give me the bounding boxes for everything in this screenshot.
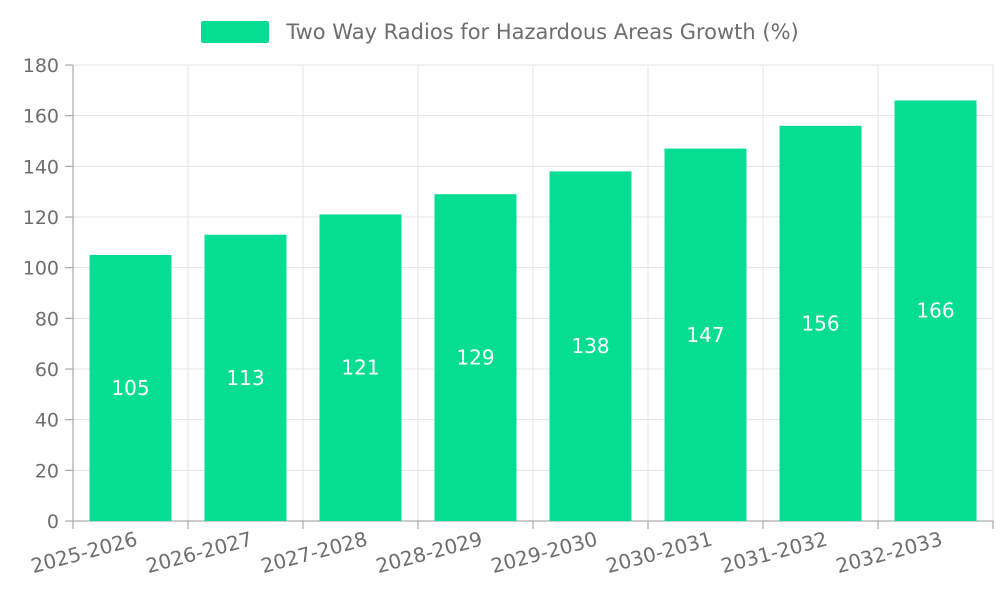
bar: [549, 171, 632, 521]
bar-value-label: 129: [456, 346, 494, 370]
legend-item[interactable]: Two Way Radios for Hazardous Areas Growt…: [201, 20, 799, 44]
bar: [894, 100, 977, 521]
x-tick-label: 2027-2028: [258, 527, 370, 578]
bar-value-label: 121: [341, 356, 379, 380]
bar: [89, 255, 172, 521]
bar-value-label: 113: [226, 366, 264, 390]
y-tick-label: 180: [23, 55, 59, 77]
bar: [319, 214, 402, 521]
bar: [204, 234, 287, 521]
chart-legend: Two Way Radios for Hazardous Areas Growt…: [0, 20, 1000, 44]
x-tick-label: 2029-2030: [488, 527, 600, 578]
x-tick-label: 2025-2026: [28, 527, 140, 578]
bar-value-label: 156: [801, 311, 839, 335]
x-tick-label: 2030-2031: [603, 527, 715, 578]
bar: [434, 194, 517, 521]
bar-value-label: 138: [571, 334, 609, 358]
x-tick-label: 2032-2033: [833, 527, 945, 578]
y-tick-label: 80: [35, 308, 59, 330]
y-tick-label: 160: [23, 106, 59, 128]
bar-value-label: 105: [111, 376, 149, 400]
legend-label: Two Way Radios for Hazardous Areas Growt…: [286, 20, 799, 44]
y-tick-label: 40: [35, 410, 59, 432]
y-tick-label: 0: [47, 511, 59, 533]
x-tick-label: 2031-2032: [718, 527, 830, 578]
y-tick-label: 120: [23, 207, 59, 229]
legend-swatch-icon: [201, 21, 270, 43]
x-tick-label: 2026-2027: [143, 527, 255, 578]
x-tick-label: 2028-2029: [373, 527, 485, 578]
bar: [779, 125, 862, 522]
y-tick-label: 20: [35, 460, 59, 482]
y-tick-label: 100: [23, 258, 59, 280]
y-tick-label: 140: [23, 156, 59, 178]
bar: [664, 148, 747, 521]
bar-value-label: 166: [916, 299, 954, 323]
bar-value-label: 147: [686, 323, 724, 347]
y-tick-label: 60: [35, 359, 59, 381]
